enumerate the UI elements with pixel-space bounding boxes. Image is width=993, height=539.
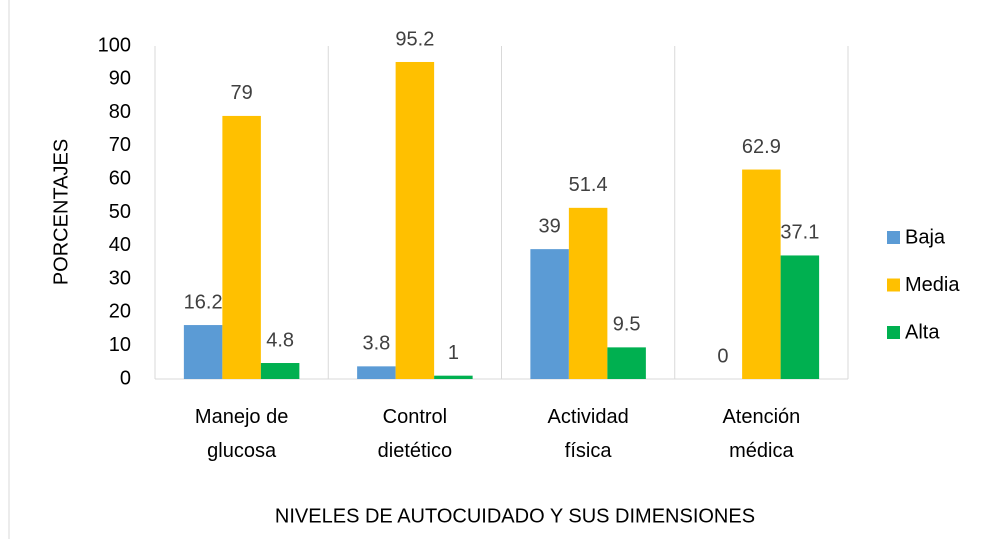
- y-tick-label: 80: [109, 101, 131, 123]
- legend-label: Alta: [905, 321, 940, 343]
- y-tick-label: 40: [109, 234, 131, 256]
- bar: [395, 61, 435, 379]
- data-label: 51.4: [569, 174, 608, 196]
- y-tick-label: 90: [109, 68, 131, 90]
- legend-swatch: [887, 231, 900, 244]
- x-tick-line: dietético: [378, 440, 453, 462]
- x-tick-line: Atención: [722, 406, 800, 428]
- y-tick-label: 100: [98, 34, 131, 56]
- bar: [434, 375, 473, 379]
- bar: [780, 255, 820, 379]
- bar: [742, 169, 781, 379]
- x-tick-line: Control: [383, 406, 447, 428]
- x-tick-line: médica: [729, 440, 794, 462]
- data-label: 39: [539, 215, 561, 237]
- bar: [568, 207, 608, 379]
- legend-label: Baja: [905, 226, 946, 248]
- x-tick-line: Actividad: [548, 406, 629, 428]
- x-tick-label: Actividad física: [548, 406, 629, 462]
- bar: [183, 325, 223, 379]
- data-label: 3.8: [362, 333, 390, 355]
- y-tick-label: 50: [109, 201, 131, 223]
- bar: [357, 366, 396, 379]
- y-tick-label: 10: [109, 334, 131, 356]
- data-label: 62.9: [742, 136, 781, 158]
- data-label: 1: [448, 342, 459, 364]
- legend-swatch: [887, 278, 900, 292]
- y-tick-label: 0: [120, 367, 131, 389]
- x-tick-label: Manejo de glucosa: [195, 406, 288, 462]
- bar: [222, 115, 261, 380]
- x-tick-label: Atención médica: [722, 406, 800, 462]
- x-tick-line: glucosa: [207, 440, 277, 462]
- x-tick-label: Control dietético: [378, 406, 453, 462]
- bar: [607, 347, 646, 379]
- y-tick-label: 70: [109, 134, 131, 156]
- bar: [260, 363, 300, 379]
- data-label: 37.1: [780, 222, 819, 244]
- x-axis-title: NIVELES DE AUTOCUIDADO Y SUS DIMENSIONES: [275, 505, 755, 527]
- data-label: 95.2: [395, 28, 434, 50]
- x-tick-line: física: [565, 440, 613, 462]
- data-label: 16.2: [184, 291, 223, 313]
- data-label: 79: [231, 82, 253, 104]
- y-tick-label: 60: [109, 167, 131, 189]
- data-label: 9.5: [613, 314, 641, 336]
- y-axis-title: PORCENTAJES: [50, 139, 72, 285]
- y-tick-label: 20: [109, 301, 131, 323]
- data-label: 0: [717, 345, 728, 367]
- y-tick-label: 30: [109, 267, 131, 289]
- legend-swatch: [887, 326, 900, 339]
- legend-label: Media: [905, 274, 960, 296]
- bar: [530, 249, 569, 379]
- x-tick-line: Manejo de: [195, 406, 288, 428]
- data-label: 4.8: [266, 329, 294, 351]
